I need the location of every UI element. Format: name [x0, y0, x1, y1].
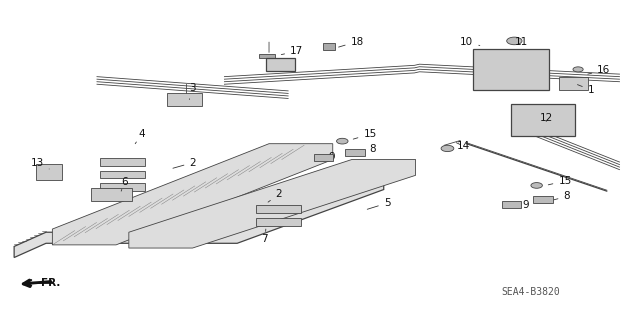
Bar [36, 164, 62, 180]
Circle shape [337, 138, 348, 144]
Text: 11: 11 [515, 37, 527, 47]
Text: 10: 10 [460, 37, 480, 47]
Text: 13: 13 [31, 158, 49, 169]
Bar [323, 43, 335, 50]
Text: 2: 2 [268, 189, 282, 202]
Circle shape [531, 182, 542, 188]
Text: 7: 7 [261, 229, 268, 244]
Bar [259, 54, 275, 58]
Text: 4: 4 [135, 129, 145, 144]
Bar [256, 205, 301, 213]
Bar [100, 171, 145, 178]
Text: 9: 9 [319, 152, 335, 162]
Bar [266, 58, 294, 71]
Bar [473, 49, 549, 90]
Text: 6: 6 [121, 177, 128, 191]
Text: 15: 15 [548, 176, 572, 186]
Text: 8: 8 [554, 191, 570, 202]
Circle shape [507, 37, 522, 45]
Text: 1: 1 [577, 85, 595, 95]
Bar [256, 218, 301, 226]
Text: 14: 14 [456, 141, 470, 151]
Text: SEA4-B3820: SEA4-B3820 [501, 287, 559, 297]
Text: 15: 15 [353, 129, 376, 139]
Text: 9: 9 [513, 200, 529, 210]
Text: 5: 5 [367, 198, 390, 209]
Bar [511, 104, 575, 136]
Bar [346, 149, 365, 156]
Circle shape [573, 67, 583, 72]
Polygon shape [14, 178, 384, 257]
Bar [100, 158, 145, 166]
Text: 8: 8 [358, 144, 376, 154]
Text: 17: 17 [282, 46, 303, 56]
Bar [167, 93, 202, 106]
Polygon shape [129, 160, 415, 248]
Text: 3: 3 [189, 83, 196, 100]
Polygon shape [52, 144, 333, 245]
Bar [559, 77, 588, 90]
Text: FR.: FR. [41, 278, 60, 288]
Bar [314, 154, 333, 161]
Bar [534, 196, 552, 203]
Text: 12: 12 [540, 113, 553, 123]
Text: 18: 18 [339, 37, 364, 47]
Circle shape [441, 145, 454, 152]
Bar [91, 188, 132, 201]
Bar [502, 201, 521, 208]
Text: 2: 2 [173, 158, 196, 168]
Bar [100, 183, 145, 191]
Text: 16: 16 [588, 65, 611, 75]
